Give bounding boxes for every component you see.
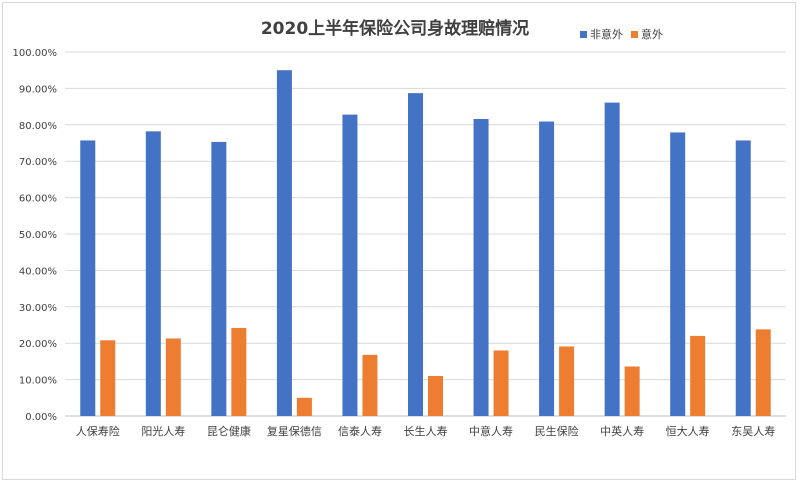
bar-series-1 xyxy=(735,140,751,416)
bar-series-1 xyxy=(342,114,358,416)
bar-series-1 xyxy=(670,132,686,416)
bar-series-1 xyxy=(408,93,423,416)
y-tick-label: 90.00% xyxy=(19,84,57,95)
x-tick-label: 东吴人寿 xyxy=(731,424,775,438)
bar-series-2 xyxy=(296,397,312,416)
x-tick-label: 昆仑健康 xyxy=(207,424,251,438)
legend-item-series-2: 意外 xyxy=(631,26,663,42)
x-tick-label: 恒大人寿 xyxy=(666,424,710,438)
bar-series-2 xyxy=(231,327,247,416)
bar-series-2 xyxy=(493,350,509,416)
legend-label-series-2: 意外 xyxy=(641,28,663,41)
x-tick-label: 民生保险 xyxy=(535,424,579,438)
x-tick-label: 人保寿险 xyxy=(76,424,120,438)
x-tick-label: 复星保德信 xyxy=(267,424,322,438)
y-tick-label: 80.00% xyxy=(19,121,57,132)
y-tick-label: 60.00% xyxy=(19,194,57,205)
bar-series-2 xyxy=(165,338,181,416)
legend-swatch-series-1 xyxy=(580,30,587,38)
bar-series-1 xyxy=(211,141,227,416)
x-tick-label: 中英人寿 xyxy=(600,424,644,438)
y-tick-label: 100.00% xyxy=(13,48,58,59)
legend-item-series-1: 非意外 xyxy=(580,26,623,42)
chart-legend: 非意外 意外 xyxy=(580,26,663,42)
y-tick-label: 20.00% xyxy=(19,339,57,350)
bar-series-2 xyxy=(559,346,575,416)
bar-series-1 xyxy=(80,140,96,416)
bar-series-2 xyxy=(690,335,706,416)
x-tick-label: 信泰人寿 xyxy=(338,424,382,438)
bar-series-1 xyxy=(604,102,620,416)
bar-series-1 xyxy=(473,118,489,416)
bar-series-1 xyxy=(145,131,161,417)
legend-swatch-series-2 xyxy=(631,30,638,38)
legend-label-series-1: 非意外 xyxy=(590,28,623,41)
bar-series-2 xyxy=(624,366,640,416)
bar-series-1 xyxy=(539,121,555,417)
x-tick-label: 长生人寿 xyxy=(404,424,448,438)
chart-title: 2020上半年保险公司身故理赔情况 xyxy=(260,19,530,39)
y-tick-label: 50.00% xyxy=(19,230,57,241)
y-tick-label: 0.00% xyxy=(25,412,57,423)
y-tick-label: 40.00% xyxy=(19,266,57,277)
x-tick-label: 阳光人寿 xyxy=(141,424,185,438)
y-tick-label: 10.00% xyxy=(19,376,57,387)
y-tick-label: 70.00% xyxy=(19,157,57,168)
bar-series-2 xyxy=(100,340,116,416)
bar-series-2 xyxy=(428,375,443,416)
y-tick-label: 30.00% xyxy=(19,303,57,314)
x-tick-label: 中意人寿 xyxy=(469,424,513,438)
bar-series-2 xyxy=(755,329,771,416)
bar-series-2 xyxy=(362,354,378,416)
bar-series-1 xyxy=(276,70,292,416)
